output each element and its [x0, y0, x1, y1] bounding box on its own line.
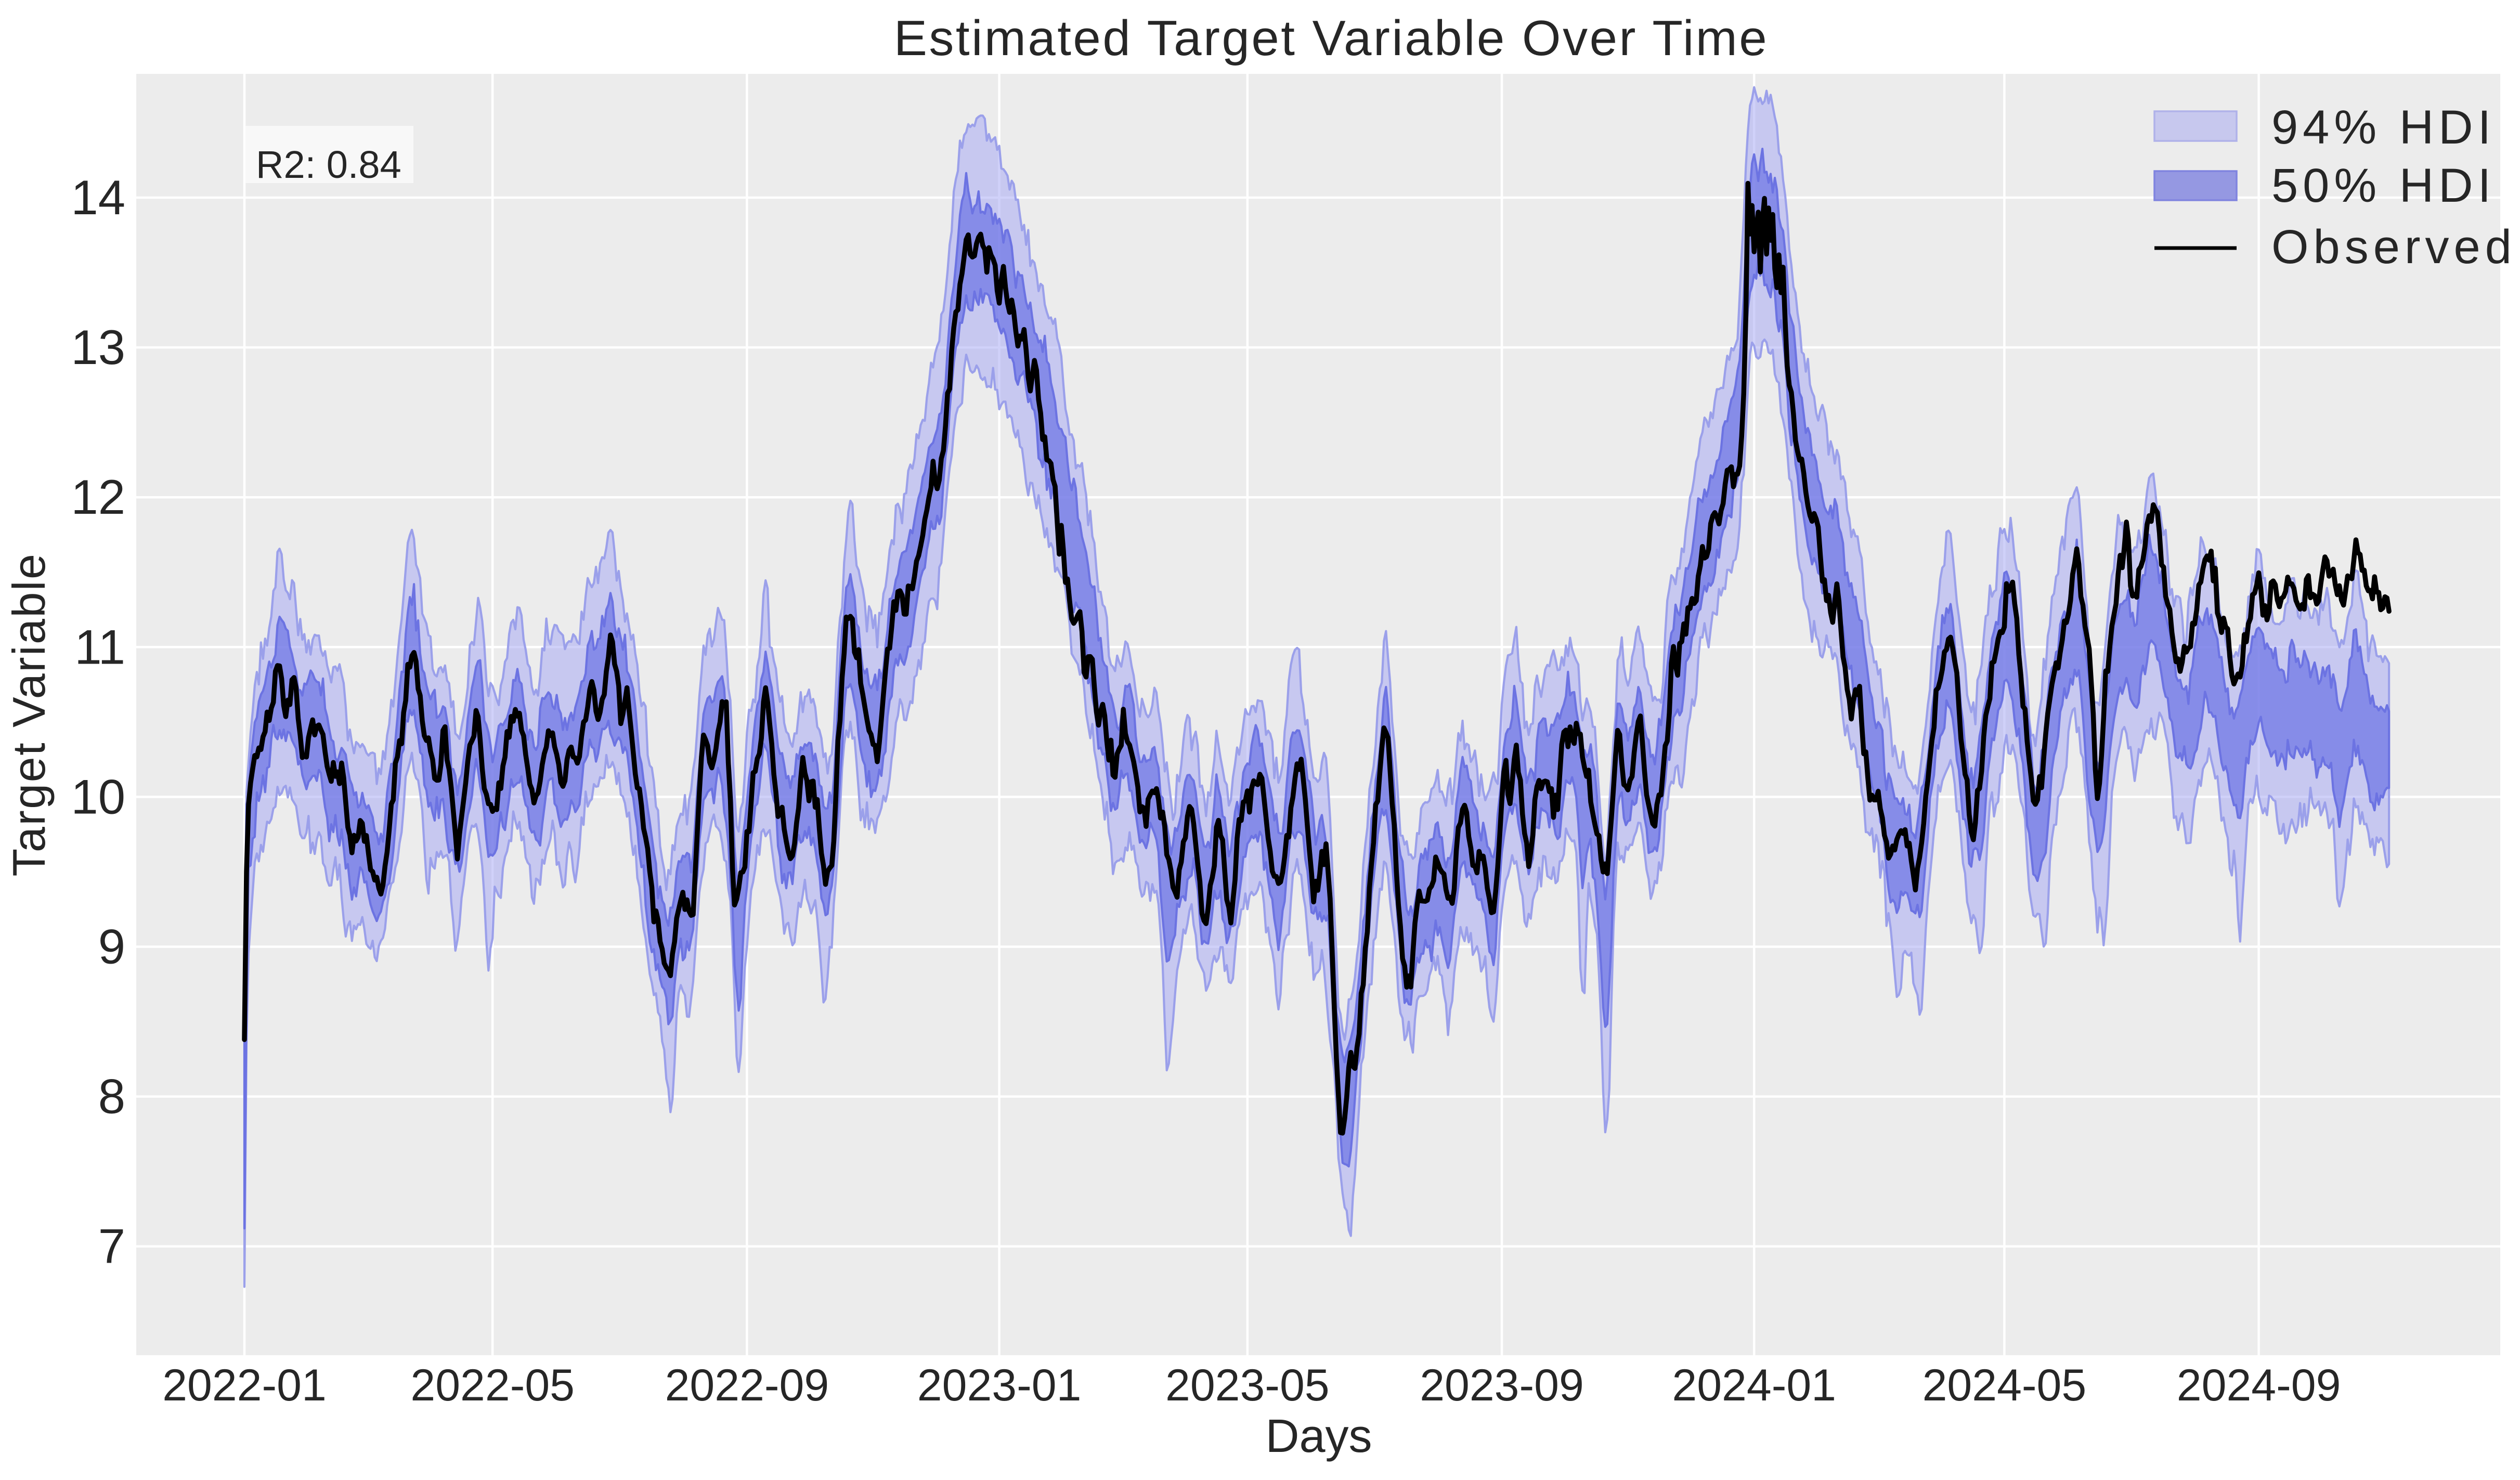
svg-text:14: 14 — [71, 170, 125, 225]
svg-text:11: 11 — [74, 619, 125, 674]
svg-text:2024-05: 2024-05 — [1923, 1360, 2087, 1410]
svg-text:2022-01: 2022-01 — [162, 1360, 327, 1410]
svg-text:2022-09: 2022-09 — [665, 1360, 829, 1410]
svg-text:12: 12 — [71, 470, 125, 524]
svg-text:8: 8 — [98, 1069, 125, 1124]
svg-text:2022-05: 2022-05 — [410, 1360, 575, 1410]
svg-text:2023-05: 2023-05 — [1165, 1360, 1330, 1410]
svg-text:2023-01: 2023-01 — [917, 1360, 1082, 1410]
svg-text:9: 9 — [98, 919, 125, 974]
svg-text:50% HDI: 50% HDI — [2271, 159, 2496, 212]
svg-text:Estimated Target Variable Over: Estimated Target Variable Over Time — [894, 10, 1769, 66]
svg-text:R2: 0.84: R2: 0.84 — [256, 143, 401, 186]
svg-text:Target Variable: Target Variable — [3, 553, 55, 877]
svg-text:7: 7 — [98, 1219, 125, 1274]
svg-text:13: 13 — [71, 320, 125, 374]
svg-text:2023-09: 2023-09 — [1420, 1360, 1584, 1410]
svg-text:Days: Days — [1265, 1410, 1372, 1462]
svg-text:94% HDI: 94% HDI — [2271, 101, 2496, 154]
svg-text:2024-01: 2024-01 — [1672, 1360, 1836, 1410]
svg-text:10: 10 — [71, 769, 125, 824]
svg-text:Observed: Observed — [2271, 220, 2516, 274]
svg-text:2024-09: 2024-09 — [2177, 1360, 2341, 1410]
